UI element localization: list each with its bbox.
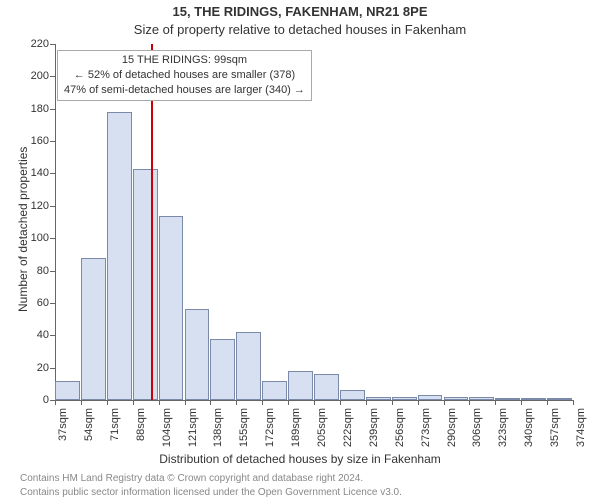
x-tick-label: 290sqm xyxy=(446,408,458,450)
y-tick-mark xyxy=(50,141,55,142)
x-tick-label: 323sqm xyxy=(497,408,509,450)
y-tick-label: 220 xyxy=(25,38,49,50)
histogram-bar xyxy=(81,258,106,400)
x-tick-label: 37sqm xyxy=(57,408,69,450)
x-tick-mark xyxy=(392,400,393,405)
histogram-bar xyxy=(133,169,158,400)
histogram-bar xyxy=(185,309,210,400)
footer-line-2: Contains public sector information licen… xyxy=(20,486,600,500)
histogram-bar xyxy=(366,397,391,400)
x-tick-mark xyxy=(418,400,419,405)
y-tick-label: 200 xyxy=(25,70,49,82)
x-tick-mark xyxy=(236,400,237,405)
annotation-line: 15 THE RIDINGS: 99sqm xyxy=(64,53,305,68)
x-axis-label: Distribution of detached houses by size … xyxy=(0,452,600,466)
histogram-bar xyxy=(418,395,443,400)
x-tick-mark xyxy=(366,400,367,405)
x-tick-label: 71sqm xyxy=(109,408,121,450)
y-tick-label: 140 xyxy=(25,167,49,179)
y-tick-label: 60 xyxy=(25,297,49,309)
x-tick-label: 222sqm xyxy=(342,408,354,450)
x-tick-mark xyxy=(159,400,160,405)
x-tick-label: 121sqm xyxy=(187,408,199,450)
y-tick-label: 20 xyxy=(25,362,49,374)
x-tick-mark xyxy=(547,400,548,405)
y-tick-mark xyxy=(50,44,55,45)
x-tick-label: 104sqm xyxy=(161,408,173,450)
y-tick-mark xyxy=(50,271,55,272)
y-tick-label: 40 xyxy=(25,329,49,341)
annotation-line: 47% of semi-detached houses are larger (… xyxy=(64,83,305,98)
x-tick-mark xyxy=(469,400,470,405)
page-title: 15, THE RIDINGS, FAKENHAM, NR21 8PE xyxy=(0,4,600,19)
x-tick-label: 306sqm xyxy=(471,408,483,450)
x-tick-mark xyxy=(262,400,263,405)
x-tick-mark xyxy=(340,400,341,405)
x-tick-mark xyxy=(185,400,186,405)
histogram-bar xyxy=(392,397,417,400)
x-tick-label: 54sqm xyxy=(83,408,95,450)
x-tick-label: 239sqm xyxy=(368,408,380,450)
histogram-bar xyxy=(55,381,80,400)
histogram-bar xyxy=(288,371,313,400)
x-tick-mark xyxy=(288,400,289,405)
x-tick-label: 340sqm xyxy=(523,408,535,450)
y-tick-mark xyxy=(50,368,55,369)
y-tick-label: 80 xyxy=(25,265,49,277)
y-tick-label: 180 xyxy=(25,103,49,115)
y-tick-label: 0 xyxy=(25,394,49,406)
y-tick-mark xyxy=(50,303,55,304)
y-tick-label: 120 xyxy=(25,200,49,212)
x-tick-mark xyxy=(210,400,211,405)
x-tick-label: 357sqm xyxy=(549,408,561,450)
y-tick-mark xyxy=(50,173,55,174)
y-tick-mark xyxy=(50,238,55,239)
histogram-bar xyxy=(107,112,132,400)
histogram-bar xyxy=(262,381,287,400)
x-tick-label: 205sqm xyxy=(316,408,328,450)
x-tick-mark xyxy=(81,400,82,405)
histogram-bar xyxy=(340,390,365,400)
chart-container: 15, THE RIDINGS, FAKENHAM, NR21 8PE Size… xyxy=(0,0,600,500)
histogram-bar xyxy=(444,397,469,400)
annotation-box: 15 THE RIDINGS: 99sqm← 52% of detached h… xyxy=(57,50,312,101)
y-tick-mark xyxy=(50,109,55,110)
y-tick-mark xyxy=(50,335,55,336)
annotation-line: ← 52% of detached houses are smaller (37… xyxy=(64,68,305,83)
x-tick-label: 138sqm xyxy=(212,408,224,450)
x-tick-label: 374sqm xyxy=(575,408,587,450)
histogram-bar xyxy=(495,398,520,400)
x-tick-label: 155sqm xyxy=(238,408,250,450)
y-tick-mark xyxy=(50,76,55,77)
x-tick-mark xyxy=(444,400,445,405)
x-tick-label: 88sqm xyxy=(135,408,147,450)
x-tick-label: 172sqm xyxy=(264,408,276,450)
x-tick-mark xyxy=(107,400,108,405)
footer-line-1: Contains HM Land Registry data © Crown c… xyxy=(20,472,600,486)
page-subtitle: Size of property relative to detached ho… xyxy=(0,22,600,37)
y-tick-label: 100 xyxy=(25,232,49,244)
x-tick-mark xyxy=(521,400,522,405)
x-tick-mark xyxy=(573,400,574,405)
histogram-bar xyxy=(547,398,572,400)
x-tick-mark xyxy=(133,400,134,405)
y-tick-label: 160 xyxy=(25,135,49,147)
x-tick-label: 256sqm xyxy=(394,408,406,450)
y-tick-mark xyxy=(50,206,55,207)
histogram-bar xyxy=(469,397,494,400)
x-tick-label: 273sqm xyxy=(420,408,432,450)
x-tick-mark xyxy=(495,400,496,405)
footer-text: Contains HM Land Registry data © Crown c… xyxy=(20,472,600,499)
histogram-bar xyxy=(159,216,184,400)
histogram-bar xyxy=(314,374,339,400)
x-tick-label: 189sqm xyxy=(290,408,302,450)
histogram-bar xyxy=(236,332,261,400)
x-tick-mark xyxy=(55,400,56,405)
histogram-bar xyxy=(210,339,235,400)
x-tick-mark xyxy=(314,400,315,405)
histogram-bar xyxy=(521,398,546,400)
